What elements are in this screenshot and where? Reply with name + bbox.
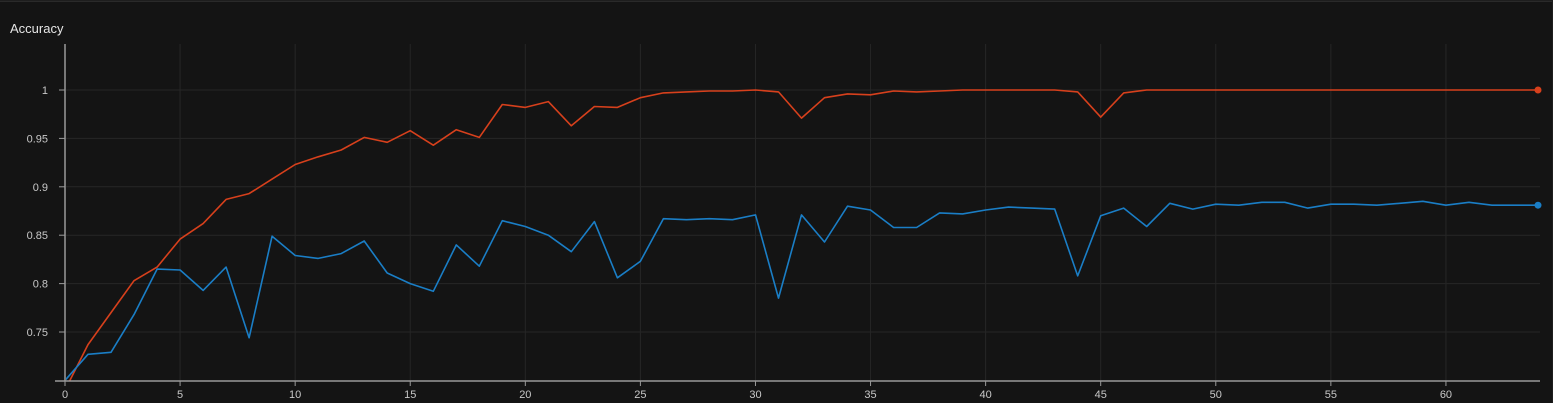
grid-lines — [66, 44, 1540, 381]
x-tick-label: 30 — [749, 389, 761, 401]
x-tick-label: 15 — [404, 389, 416, 401]
series-endpoint-1 — [1534, 86, 1542, 94]
y-tick-label: 1 — [42, 85, 48, 97]
chart-title: Accuracy — [10, 21, 64, 36]
x-tick-label: 60 — [1440, 389, 1452, 401]
x-tick-label: 10 — [289, 389, 301, 401]
series-line-1 — [68, 89, 1538, 381]
y-tick-label: 0.8 — [33, 279, 48, 291]
x-tick-label: 40 — [980, 389, 992, 401]
x-tick-label: 0 — [62, 389, 68, 401]
x-tick-label: 45 — [1095, 389, 1107, 401]
x-axis-ticks: 0 5 10 15 20 25 30 35 40 45 50 55 60 — [62, 381, 1452, 401]
y-tick-label: 0.75 — [27, 327, 48, 339]
x-tick-label: 50 — [1210, 389, 1222, 401]
x-tick-label: 35 — [864, 389, 876, 401]
x-tick-label: 20 — [519, 389, 531, 401]
series-lines — [66, 86, 1542, 381]
series-line-2 — [66, 200, 1538, 381]
series-endpoint-2 — [1534, 201, 1542, 209]
y-tick-label: 0.95 — [27, 133, 48, 145]
y-tick-label: 0.85 — [27, 230, 48, 242]
x-tick-label: 55 — [1325, 389, 1337, 401]
x-tick-label: 5 — [177, 389, 183, 401]
y-axis-ticks: 0.75 0.8 0.85 0.9 0.95 1 — [27, 85, 65, 339]
y-tick-label: 0.9 — [33, 182, 48, 194]
x-tick-label: 25 — [634, 389, 646, 401]
